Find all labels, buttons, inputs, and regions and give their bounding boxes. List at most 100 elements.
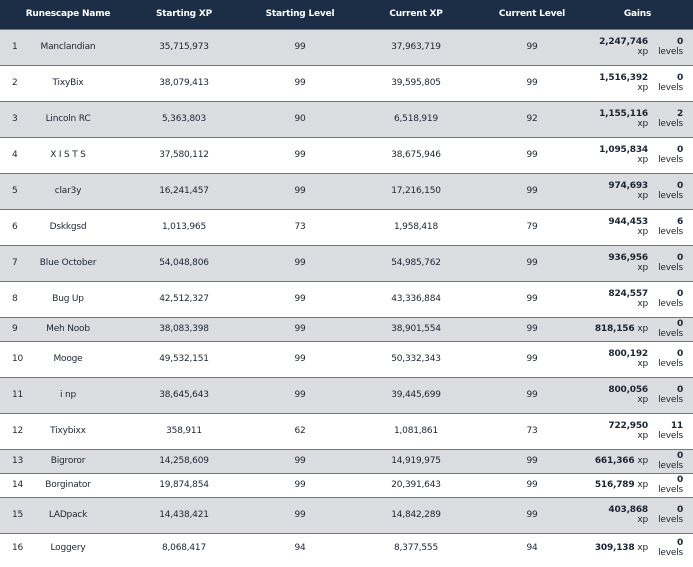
name-cell[interactable]: Bug Up (18, 280, 118, 317)
name-header[interactable]: Runescape Name (25, 9, 111, 20)
gain-levels-cell: 0 levels (652, 136, 693, 173)
starting-xp-cell: 38,645,643 (118, 376, 250, 413)
rank-cell: 10 (0, 340, 23, 377)
current-xp-cell: 39,595,805 (350, 64, 482, 101)
name-cell[interactable]: Loggery (18, 532, 118, 562)
gain-xp-value: 1,095,834 (599, 145, 648, 155)
current-xp-cell: 8,377,555 (350, 532, 482, 562)
name-cell[interactable]: Borginator (18, 472, 118, 497)
starting-xp-cell: 35,715,973 (118, 28, 250, 65)
rank-cell: 16 (0, 532, 23, 562)
current-xp-cell: 50,332,343 (350, 340, 482, 377)
starting-level-header[interactable]: Starting Level (265, 9, 335, 20)
current-level-cell: 99 (482, 136, 582, 173)
gain-xp-value: 824,557 (608, 289, 648, 299)
gain-xp-value: 800,056 (608, 385, 648, 395)
gain-xp-unit: xp (637, 155, 648, 165)
gain-xp-unit: xp (637, 299, 648, 309)
current-xp-cell: 38,901,554 (350, 316, 482, 341)
gain-levels-unit: levels (658, 227, 683, 237)
gain-xp-unit: xp (637, 47, 648, 57)
starting-xp-cell: 358,911 (118, 412, 250, 449)
gain-levels-value: 0 (676, 73, 683, 83)
current-level-cell: 99 (482, 244, 582, 281)
current-level-cell: 99 (482, 472, 582, 497)
current-xp-header[interactable]: Current XP (389, 9, 443, 20)
gain-xp-cell: 824,557 xp (582, 280, 652, 317)
starting-level-cell: 99 (250, 172, 350, 209)
rank-cell: 9 (0, 316, 18, 341)
name-cell[interactable]: Meh Noob (18, 316, 118, 341)
gain-levels-cell: 0 levels (652, 472, 693, 497)
current-level-cell: 99 (482, 448, 582, 473)
gain-xp-unit: xp (637, 359, 648, 369)
gain-levels-value: 0 (676, 289, 683, 299)
gain-levels-unit: levels (658, 83, 683, 93)
starting-xp-cell: 8,068,417 (118, 532, 250, 562)
starting-xp-cell: 38,079,413 (118, 64, 250, 101)
starting-level-cell: 90 (250, 100, 350, 137)
name-cell[interactable]: clar3y (18, 172, 118, 209)
rank-header (0, 0, 18, 29)
gain-xp-value: 1,155,116 (599, 109, 648, 119)
current-xp-cell: 1,958,418 (350, 208, 482, 245)
name-cell[interactable]: Tixybixx (18, 412, 118, 449)
rank-cell: 5 (0, 172, 18, 209)
gain-levels-value: 11 (670, 421, 683, 431)
gain-levels-cell: 6 levels (652, 208, 693, 245)
name-cell[interactable]: Mooge (18, 340, 118, 377)
current-level-cell: 99 (482, 28, 582, 65)
gain-levels-value: 2 (676, 109, 683, 119)
gains-header[interactable]: Gains (623, 9, 652, 20)
gain-levels-unit: levels (658, 359, 683, 369)
gain-xp-cell: 800,192 xp (582, 340, 652, 377)
gain-xp-value: 818,156 (594, 324, 635, 334)
name-cell[interactable]: i np (18, 376, 118, 413)
name-cell[interactable]: Manclandian (18, 28, 118, 65)
starting-level-cell: 99 (250, 496, 350, 533)
gain-levels-cell: 0 levels (652, 376, 693, 413)
current-xp-cell: 1,081,861 (350, 412, 482, 449)
current-xp-cell: 14,842,289 (350, 496, 482, 533)
gain-levels-cell: 0 levels (652, 496, 693, 533)
current-xp-cell: 20,391,643 (350, 472, 482, 497)
rank-cell: 1 (0, 28, 18, 65)
starting-level-cell: 99 (250, 448, 350, 473)
gain-xp-unit: xp (637, 324, 648, 334)
name-cell[interactable]: LADpack (18, 496, 118, 533)
name-cell[interactable]: X I S T S (18, 136, 118, 173)
gain-levels-value: 0 (676, 505, 683, 515)
gain-xp-cell: 722,950 xp (582, 412, 652, 449)
name-cell[interactable]: Bigroror (18, 448, 118, 473)
starting-level-cell: 99 (250, 316, 350, 341)
table-row: 16 Loggery 8,068,417 94 8,377,555 94 309,138 x… (0, 532, 693, 562)
name-cell[interactable]: Lincoln RC (18, 100, 118, 137)
gain-levels-cell: 0 levels (652, 28, 693, 65)
starting-level-cell: 73 (250, 208, 350, 245)
rank-cell: 14 (0, 472, 23, 497)
gain-xp-unit: xp (637, 119, 648, 129)
current-level-cell: 99 (482, 280, 582, 317)
current-level-cell: 79 (482, 208, 582, 245)
gain-xp-unit: xp (637, 83, 648, 93)
gain-xp-cell: 516,789 xp (582, 472, 652, 497)
gain-xp-unit: xp (637, 431, 648, 441)
name-cell[interactable]: TixyBix (18, 64, 118, 101)
rank-cell: 4 (0, 136, 18, 173)
gain-xp-cell: 936,956 xp (582, 244, 652, 281)
name-cell[interactable]: Dskkgsd (18, 208, 118, 245)
starting-level-cell: 99 (250, 244, 350, 281)
starting-xp-cell: 14,258,609 (118, 448, 250, 473)
name-cell[interactable]: Blue October (18, 244, 118, 281)
gain-xp-cell: 800,056 xp (582, 376, 652, 413)
rank-cell: 12 (0, 412, 23, 449)
table-row: 10 Mooge 49,532,151 99 50,332,343 99 800,192 xp… (0, 340, 693, 377)
starting-xp-header[interactable]: Starting XP (155, 9, 212, 20)
table-row: 5 clar3y 16,241,457 99 17,216,150 99 974,693 xp… (0, 172, 693, 209)
gain-levels-value: 0 (676, 349, 683, 359)
current-level-cell: 99 (482, 340, 582, 377)
current-level-cell: 92 (482, 100, 582, 137)
table-row: 12 Tixybixx 358,911 62 1,081,861 73 722,950 xp 1… (0, 412, 693, 449)
current-xp-cell: 38,675,946 (350, 136, 482, 173)
current-level-header[interactable]: Current Level (498, 9, 566, 20)
